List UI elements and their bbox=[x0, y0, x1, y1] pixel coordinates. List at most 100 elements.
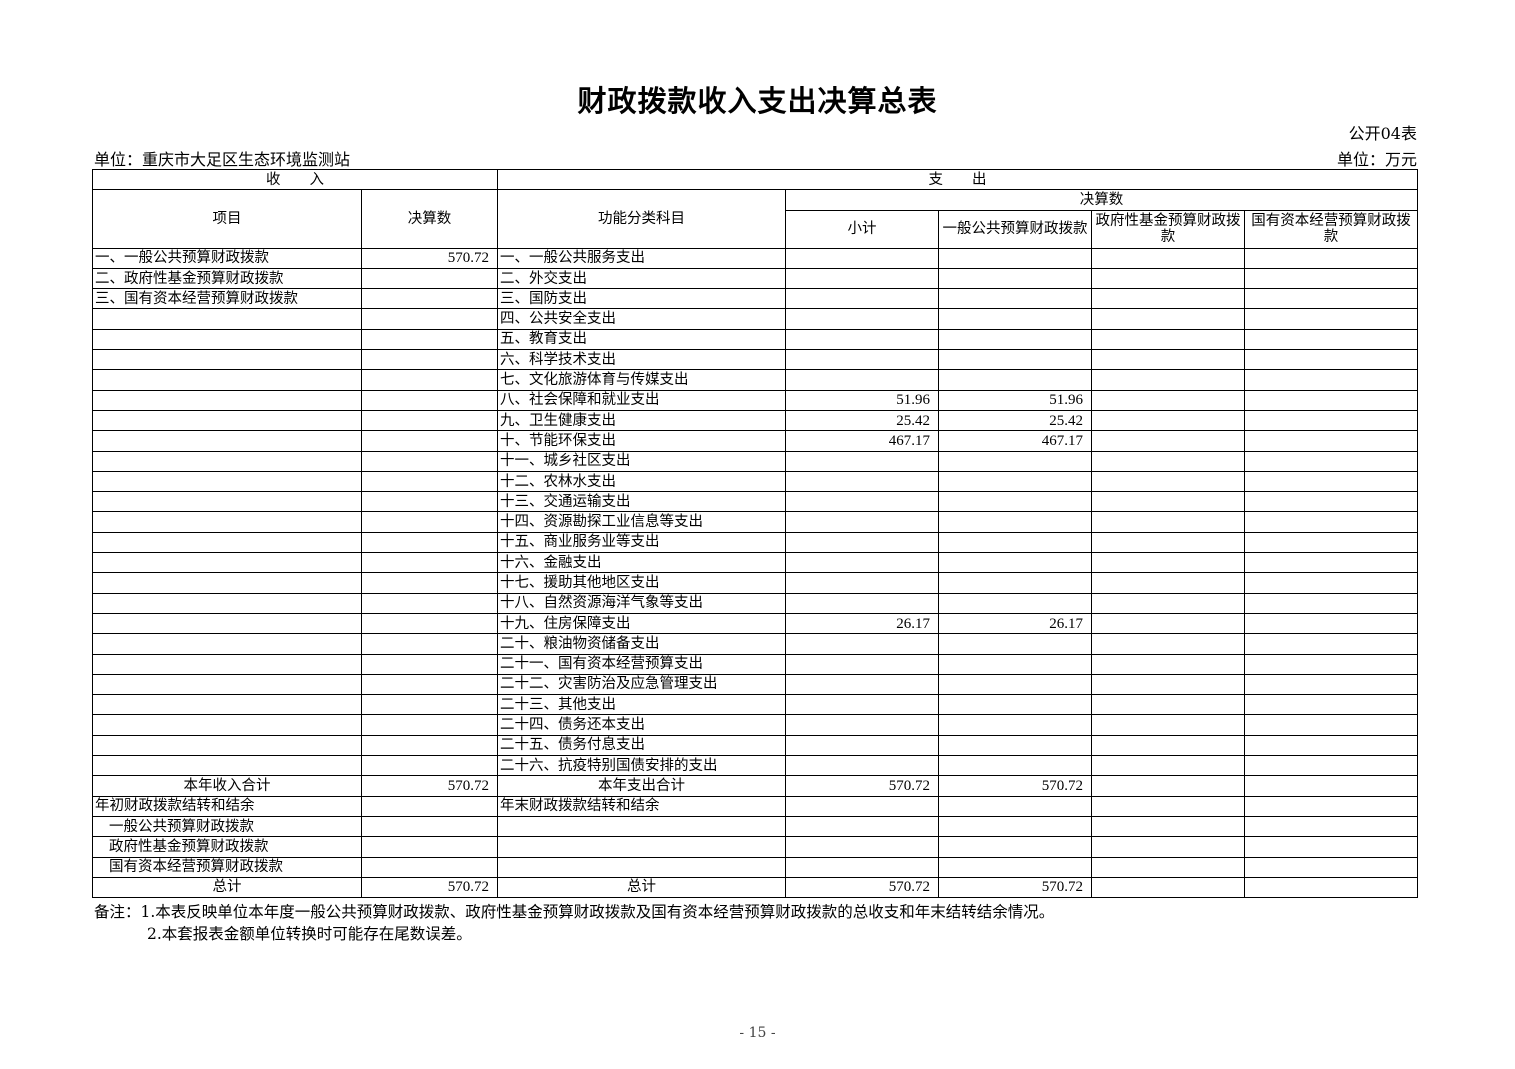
income-item: 年初财政拨款结转和结余 bbox=[92, 795, 362, 817]
table-row: 二十六、抗疫特别国债安排的支出 bbox=[92, 755, 1418, 777]
fund-amount bbox=[1091, 531, 1245, 554]
income-item: 三、国有资本经营预算财政拨款 bbox=[92, 288, 362, 310]
organization-unit: 单位：重庆市大足区生态环境监测站 bbox=[94, 150, 351, 169]
state-amount bbox=[1244, 592, 1418, 614]
page-title: 财政拨款收入支出决算总表 bbox=[577, 84, 938, 118]
table-row: 二十、粮油物资储备支出 bbox=[92, 633, 1418, 655]
general-amount bbox=[938, 694, 1092, 716]
amount-header: 决算数 bbox=[361, 189, 498, 249]
table-row: 五、教育支出 bbox=[92, 328, 1418, 351]
fund-header: 政府性基金预算财政拨款 bbox=[1091, 209, 1245, 249]
subtotal-amount bbox=[785, 734, 939, 757]
subtotal-amount bbox=[785, 836, 939, 858]
general-amount bbox=[938, 734, 1092, 757]
income-item bbox=[92, 612, 362, 635]
general-amount bbox=[938, 267, 1092, 290]
subtotal-amount: 467.17 bbox=[785, 430, 939, 452]
subtotal-amount bbox=[785, 531, 939, 554]
subtotal-amount bbox=[785, 694, 939, 716]
table-row: 八、社会保障和就业支出 51.96 51.96 bbox=[92, 389, 1418, 411]
table-row: 十三、交通运输支出 bbox=[92, 491, 1418, 513]
income-item bbox=[92, 450, 362, 472]
table-row: 三、国有资本经营预算财政拨款 三、国防支出 bbox=[92, 288, 1418, 310]
expense-item: 九、卫生健康支出 bbox=[497, 409, 786, 432]
subtotal-amount bbox=[785, 592, 939, 614]
state-amount bbox=[1244, 450, 1418, 472]
table-row: 二十三、其他支出 bbox=[92, 694, 1418, 716]
income-amount bbox=[361, 815, 498, 838]
subtotal-amount: 25.42 bbox=[785, 409, 939, 432]
general-amount bbox=[938, 450, 1092, 472]
income-amount bbox=[361, 389, 498, 411]
page-number: - 15 - bbox=[739, 1025, 776, 1041]
fund-amount bbox=[1091, 470, 1245, 493]
table-row: 国有资本经营预算财政拨款 bbox=[92, 856, 1418, 878]
income-item: 一般公共预算财政拨款 bbox=[92, 815, 362, 838]
state-amount bbox=[1244, 795, 1418, 817]
subtotal-amount bbox=[785, 653, 939, 675]
subtotal-amount bbox=[785, 247, 939, 269]
income-item: 本年收入合计 bbox=[92, 775, 362, 797]
expense-item: 六、科学技术支出 bbox=[497, 349, 786, 371]
income-item bbox=[92, 653, 362, 675]
income-amount bbox=[361, 369, 498, 391]
income-item bbox=[92, 491, 362, 513]
income-item bbox=[92, 430, 362, 452]
subtotal-amount bbox=[785, 673, 939, 696]
income-item: 一、一般公共预算财政拨款 bbox=[92, 247, 362, 269]
general-amount bbox=[938, 572, 1092, 594]
income-amount bbox=[361, 856, 498, 878]
note-2: 2.本套报表金额单位转换时可能存在尾数误差。 bbox=[147, 925, 472, 943]
fund-amount bbox=[1091, 836, 1245, 858]
subtotal-amount bbox=[785, 288, 939, 310]
fund-amount bbox=[1091, 714, 1245, 736]
state-amount bbox=[1244, 694, 1418, 716]
income-item: 二、政府性基金预算财政拨款 bbox=[92, 267, 362, 290]
fund-amount bbox=[1091, 734, 1245, 757]
table-row: 二、政府性基金预算财政拨款 二、外交支出 bbox=[92, 267, 1418, 290]
income-amount bbox=[361, 612, 498, 635]
general-amount bbox=[938, 755, 1092, 777]
fund-amount bbox=[1091, 409, 1245, 432]
state-amount bbox=[1244, 653, 1418, 675]
expense-item: 十二、农林水支出 bbox=[497, 470, 786, 493]
currency-unit: 单位：万元 bbox=[1336, 150, 1417, 169]
fund-amount bbox=[1091, 876, 1245, 899]
income-item bbox=[92, 755, 362, 777]
income-item bbox=[92, 633, 362, 655]
general-amount bbox=[938, 673, 1092, 696]
table-row: 十五、商业服务业等支出 bbox=[92, 531, 1418, 554]
table-row: 二十二、灾害防治及应急管理支出 bbox=[92, 673, 1418, 696]
subtotal-amount bbox=[785, 308, 939, 330]
income-amount bbox=[361, 552, 498, 574]
general-amount bbox=[938, 633, 1092, 655]
expense-item bbox=[497, 856, 786, 878]
subtotal-amount: 570.72 bbox=[785, 876, 939, 899]
expense-item: 三、国防支出 bbox=[497, 288, 786, 310]
state-amount bbox=[1244, 836, 1418, 858]
fund-amount bbox=[1091, 247, 1245, 269]
general-amount bbox=[938, 531, 1092, 554]
general-amount bbox=[938, 815, 1092, 838]
state-amount bbox=[1244, 430, 1418, 452]
fund-amount bbox=[1091, 612, 1245, 635]
item-header: 项目 bbox=[92, 189, 362, 249]
fund-amount bbox=[1091, 856, 1245, 878]
income-item bbox=[92, 369, 362, 391]
state-amount bbox=[1244, 856, 1418, 878]
general-amount bbox=[938, 714, 1092, 736]
expense-item: 二十三、其他支出 bbox=[497, 694, 786, 716]
income-amount: 570.72 bbox=[361, 775, 498, 797]
state-amount bbox=[1244, 633, 1418, 655]
expense-header: 支 出 bbox=[497, 168, 1418, 191]
income-item bbox=[92, 673, 362, 696]
table-row: 六、科学技术支出 bbox=[92, 349, 1418, 371]
state-amount bbox=[1244, 328, 1418, 351]
income-amount bbox=[361, 491, 498, 513]
state-amount bbox=[1244, 531, 1418, 554]
form-number: 公开04表 bbox=[1348, 124, 1417, 143]
budget-table: 收 入支 出 项目 决算数 功能分类科目 决算数 小计 一般公共预算财政拨款 政府性基金预… bbox=[92, 168, 1418, 899]
general-amount bbox=[938, 470, 1092, 493]
income-amount: 570.72 bbox=[361, 876, 498, 899]
table-row: 十八、自然资源海洋气象等支出 bbox=[92, 592, 1418, 614]
